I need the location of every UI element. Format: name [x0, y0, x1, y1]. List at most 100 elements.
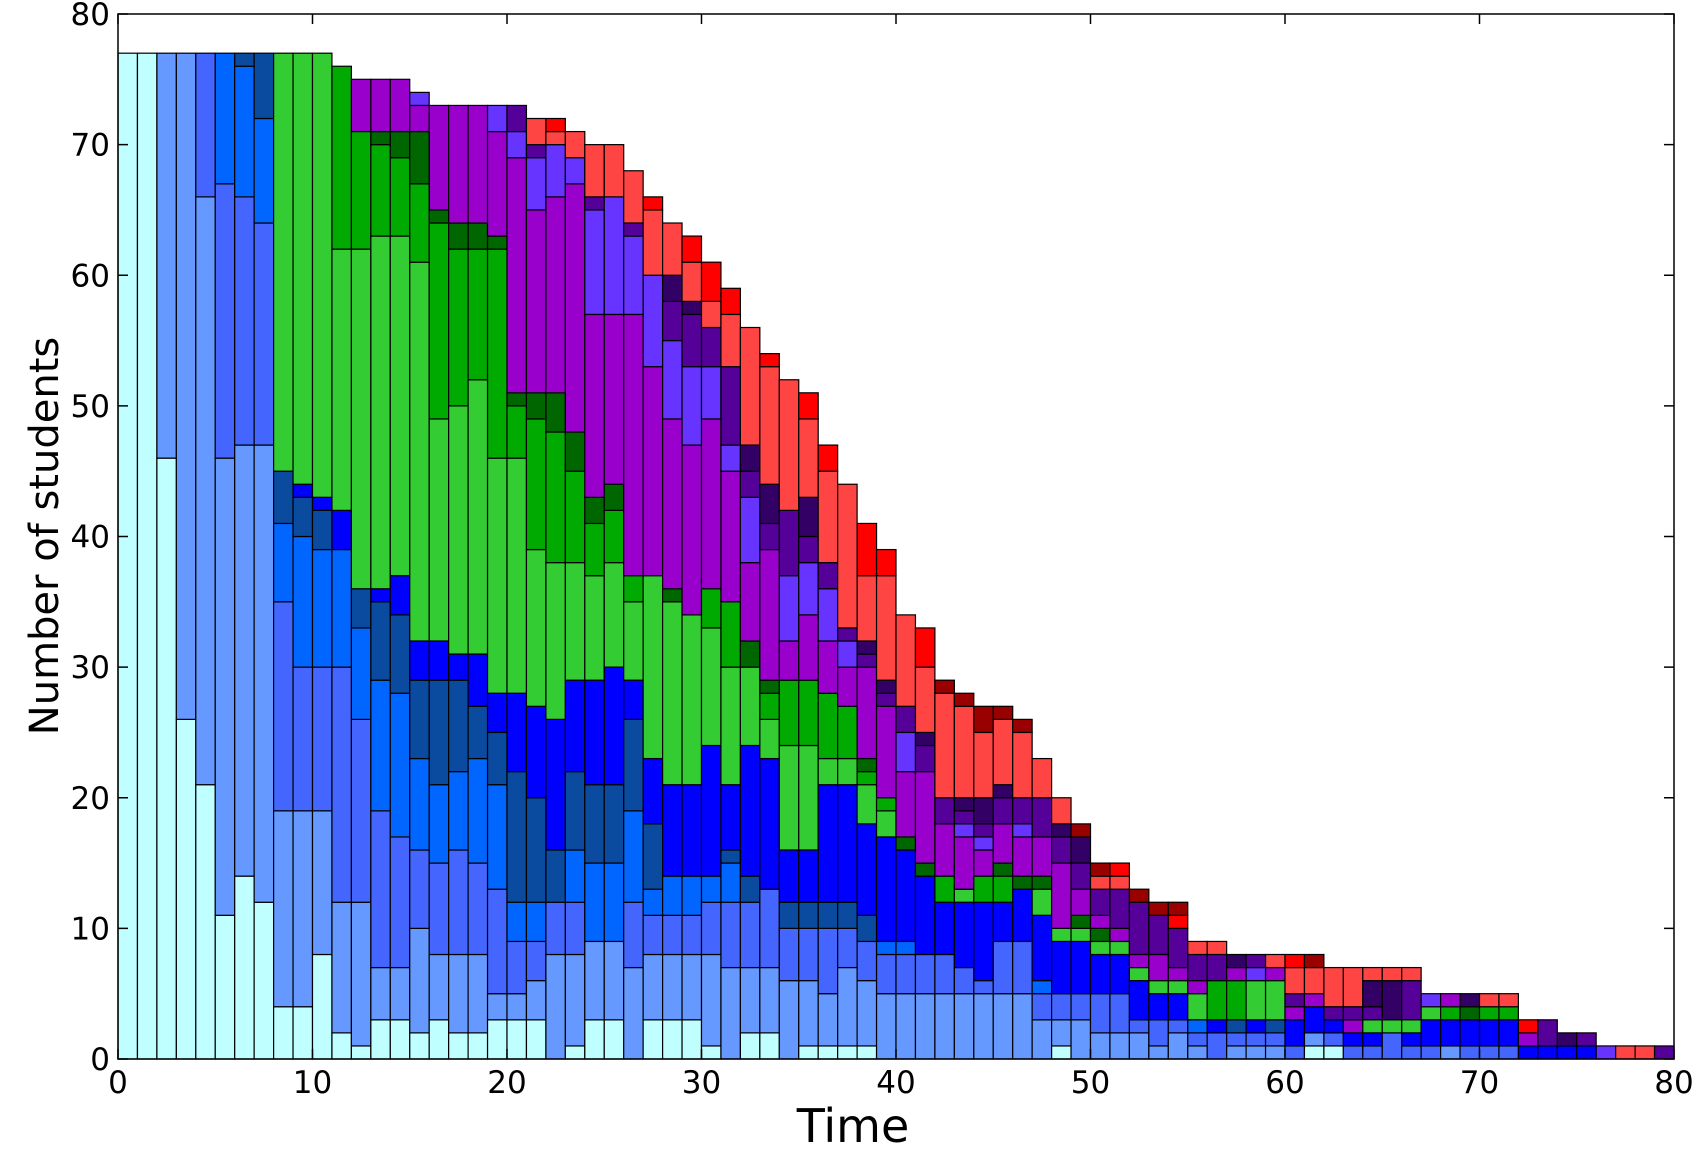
- bar-segment: [1284, 1019, 1306, 1047]
- bar-segment: [467, 248, 489, 381]
- bar-segment: [778, 980, 800, 1060]
- bar-segment: [448, 679, 469, 773]
- bar-segment: [992, 940, 1014, 995]
- bar-segment: [681, 444, 703, 616]
- bar-segment: [953, 705, 975, 799]
- bar-segment: [584, 496, 605, 525]
- bar-segment: [875, 810, 897, 838]
- bar-segment: [1187, 980, 1208, 995]
- bar-segment: [661, 222, 683, 276]
- bar-segment: [584, 144, 605, 198]
- bar-segment: [525, 548, 547, 707]
- bar-segment: [759, 966, 780, 1034]
- bar-segment: [720, 784, 742, 851]
- bar-segment: [798, 927, 819, 982]
- bar-segment: [448, 222, 469, 250]
- bar-segment: [603, 313, 625, 485]
- bar-segment: [564, 130, 586, 159]
- bar-segment: [856, 653, 878, 668]
- bar-segment: [1128, 1032, 1150, 1060]
- bar-segment: [409, 849, 430, 929]
- bar-segment: [1264, 1045, 1286, 1060]
- bar-segment: [1031, 914, 1053, 982]
- bar-segment: [1556, 1045, 1578, 1060]
- bar-segment: [875, 993, 897, 1060]
- bar-segment: [564, 679, 586, 773]
- bar-segment: [1148, 1045, 1169, 1060]
- bar-segment: [856, 823, 878, 916]
- bar-segment: [856, 784, 878, 825]
- bar-segment: [739, 444, 761, 472]
- bar-segment: [448, 104, 469, 224]
- bar-segment: [914, 744, 936, 773]
- bar-segment: [623, 810, 644, 903]
- bar-segment: [1576, 1045, 1597, 1060]
- bar-segment: [1167, 927, 1189, 969]
- bar-segment: [175, 52, 197, 720]
- bar-segment: [428, 640, 450, 681]
- bar-segment: [428, 104, 450, 211]
- bar-segment: [409, 183, 430, 263]
- bar-segment: [448, 953, 469, 1034]
- bar-segment: [428, 862, 450, 956]
- bar-segment: [642, 274, 664, 368]
- bar-segment: [914, 993, 936, 1060]
- bar-segment: [506, 901, 528, 943]
- bar-segment: [642, 914, 664, 956]
- bar-segment: [681, 875, 703, 916]
- bar-segment: [564, 431, 586, 472]
- bar-segment: [837, 705, 858, 760]
- bar-segment: [720, 287, 742, 316]
- bar-segment: [1148, 953, 1169, 982]
- bar-segment: [720, 444, 742, 472]
- bar-segment: [837, 640, 858, 668]
- bar-segment: [292, 810, 314, 1008]
- bar-segment: [1517, 1032, 1539, 1047]
- bar-segment: [234, 444, 255, 877]
- bar-segment: [545, 562, 566, 720]
- bar-segment: [292, 535, 314, 668]
- bar-segment: [409, 1032, 430, 1060]
- bar-segment: [661, 418, 683, 590]
- bar-segment: [778, 744, 800, 851]
- bar-segment: [1615, 1045, 1636, 1060]
- bar-segment: [506, 392, 528, 407]
- bar-segment: [1050, 862, 1072, 929]
- bar-segment: [117, 52, 139, 1060]
- bar-segment: [486, 784, 508, 890]
- bar-segment: [331, 901, 353, 1034]
- bar-segment: [914, 953, 936, 995]
- bar-segment: [331, 1032, 353, 1060]
- bar-segment: [914, 875, 936, 956]
- bar-segment: [895, 771, 917, 838]
- bar-segment: [1323, 1019, 1344, 1034]
- bar-segment: [973, 980, 994, 995]
- y-tick-label: 50: [71, 389, 110, 425]
- y-tick-label: 20: [71, 781, 110, 817]
- bar-segment: [1439, 993, 1461, 1008]
- bar-segment: [1498, 1019, 1519, 1047]
- bar-segment: [1284, 1045, 1306, 1060]
- bar-segment: [759, 718, 780, 760]
- bar-segment: [428, 418, 450, 642]
- bar-segment: [1206, 980, 1228, 1021]
- bar-segment: [467, 862, 489, 956]
- bar-segment: [195, 784, 216, 1060]
- y-tick-label: 10: [71, 911, 110, 947]
- bar-segment: [623, 235, 644, 316]
- bar-segment: [1012, 836, 1033, 877]
- bar-segment: [759, 483, 780, 525]
- bar-segment: [273, 601, 294, 812]
- bar-segment: [564, 470, 586, 564]
- bar-segment: [1050, 1019, 1072, 1047]
- bar-segment: [700, 300, 722, 329]
- bar-segment: [817, 470, 839, 564]
- bar-segment: [837, 757, 858, 786]
- bar-segment: [953, 901, 975, 969]
- bar-segment: [681, 953, 703, 1021]
- bar-segment: [759, 1032, 780, 1060]
- bar-segment: [603, 940, 625, 1021]
- x-tick-label: 0: [108, 1065, 128, 1101]
- bar-segment: [875, 548, 897, 577]
- bar-segment: [311, 953, 333, 1060]
